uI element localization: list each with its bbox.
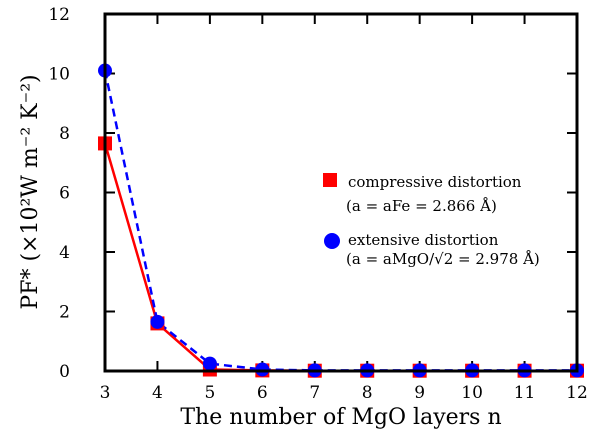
x-tick-label: 8 xyxy=(362,383,373,403)
plot-frame xyxy=(103,12,579,373)
y-tick-label: 2 xyxy=(59,303,70,323)
legend-label-compressive: compressive distortion xyxy=(348,173,522,191)
x-axis-title: The number of MgO layers n xyxy=(180,405,501,430)
data-point-extensive xyxy=(150,314,165,329)
y-tick-label: 4 xyxy=(59,243,70,263)
y-tick-label: 10 xyxy=(48,65,70,85)
ticks-layer xyxy=(104,13,578,372)
x-tick-label: 11 xyxy=(514,383,536,403)
x-tick-label: 10 xyxy=(461,383,483,403)
x-tick-label: 7 xyxy=(309,383,320,403)
y-axis-title: PF* (×10²W m⁻² K⁻²) xyxy=(18,74,43,309)
x-tick-label: 6 xyxy=(257,383,268,403)
x-tick-label: 9 xyxy=(414,383,425,403)
series-layer xyxy=(98,63,584,378)
x-tick-label: 12 xyxy=(566,383,588,403)
legend-note-extensive: (a = aMgO/√2 = 2.978 Å) xyxy=(346,250,540,268)
legend: compressive distortion (a = aFe = 2.866 … xyxy=(323,173,540,268)
tick-labels-layer: 3 4 5 6 7 8 9 10 11 12 0 2 4 6 8 10 12 xyxy=(48,5,587,403)
x-tick-label: 3 xyxy=(100,383,111,403)
data-point-extensive xyxy=(202,356,217,371)
y-tick-label: 8 xyxy=(59,124,70,144)
x-tick-label: 4 xyxy=(152,383,163,403)
y-tick-label: 6 xyxy=(59,184,70,204)
series-line-extensive xyxy=(103,70,577,372)
y-tick-label: 0 xyxy=(59,362,70,382)
y-tick-label: 12 xyxy=(48,5,70,25)
legend-marker-compressive xyxy=(323,173,337,187)
x-tick-label: 5 xyxy=(204,383,215,403)
legend-label-extensive: extensive distortion xyxy=(348,231,499,249)
legend-note-compressive: (a = aFe = 2.866 Å) xyxy=(346,197,497,215)
legend-marker-extensive xyxy=(324,233,340,249)
